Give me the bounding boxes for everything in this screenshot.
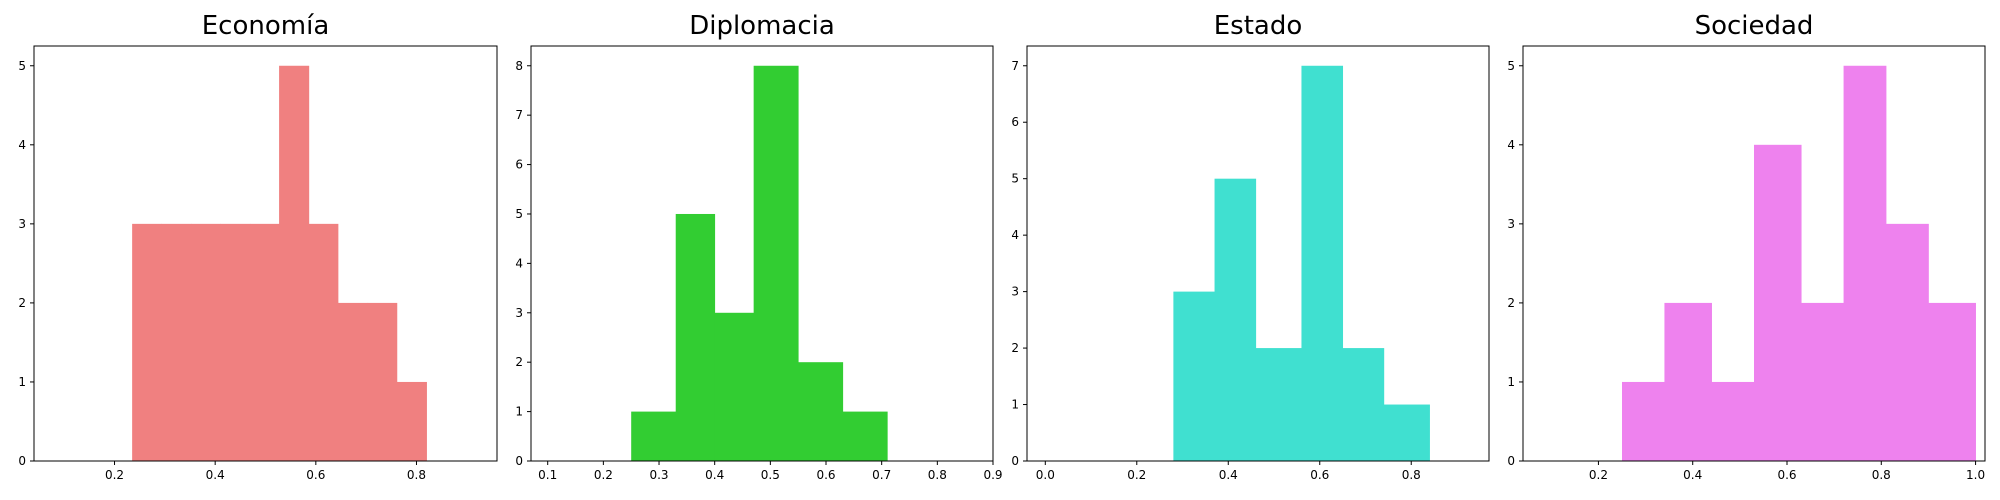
x-tick-label: 0.4 xyxy=(705,468,724,482)
x-tick-label: 0.0 xyxy=(1036,468,1055,482)
y-tick-label: 0 xyxy=(515,454,523,468)
histogram-bar xyxy=(1843,65,1887,461)
histogram-bar xyxy=(396,381,427,461)
histogram-bar xyxy=(161,223,192,461)
x-tick-label: 0.4 xyxy=(1219,468,1238,482)
histogram-bar xyxy=(1886,223,1929,461)
histogram-bar xyxy=(1342,348,1385,461)
histogram-bar xyxy=(1383,404,1430,461)
x-tick-label: 0.8 xyxy=(1402,468,1421,482)
y-tick-label: 6 xyxy=(515,158,523,172)
y-tick-label: 6 xyxy=(1011,115,1019,129)
y-tick-label: 3 xyxy=(1507,217,1515,231)
x-tick-label: 0.2 xyxy=(594,468,613,482)
x-tick-label: 0.9 xyxy=(983,468,1002,482)
x-tick-label: 0.6 xyxy=(1777,468,1796,482)
y-tick-label: 3 xyxy=(18,217,26,231)
y-tick-label: 2 xyxy=(1011,341,1019,355)
y-tick-label: 4 xyxy=(18,138,26,152)
y-tick-label: 3 xyxy=(515,306,523,320)
histogram-bar xyxy=(308,223,339,461)
y-tick-label: 2 xyxy=(1507,296,1515,310)
histogram-bar xyxy=(675,213,716,461)
y-tick-label: 2 xyxy=(515,355,523,369)
histogram-bar xyxy=(191,223,221,461)
histogram-bar xyxy=(1664,302,1712,461)
x-tick-label: 0.2 xyxy=(1127,468,1146,482)
x-tick-label: 1.0 xyxy=(1966,468,1985,482)
y-tick-label: 2 xyxy=(18,296,26,310)
histogram-bar xyxy=(1754,144,1802,462)
x-tick-label: 0.4 xyxy=(1683,468,1702,482)
x-tick-label: 0.2 xyxy=(105,468,124,482)
panel-title: Diplomacia xyxy=(689,11,835,41)
panel-estado: Estado 0.0 0.2 0.4 0.6 0.8 0 1 2 3 4 5 6 7 xyxy=(1011,11,1490,482)
axes-frame xyxy=(530,45,994,462)
x-tick-label: 0.7 xyxy=(872,468,891,482)
y-tick-label: 5 xyxy=(1011,172,1019,186)
x-tick-label: 0.6 xyxy=(816,468,835,482)
x-tick-label: 0.8 xyxy=(407,468,426,482)
panel-title: Sociedad xyxy=(1695,11,1814,41)
x-tick-label: 0.6 xyxy=(306,468,325,482)
y-tick-label: 3 xyxy=(1011,285,1019,299)
y-tick-label: 1 xyxy=(18,375,26,389)
histogram-bar xyxy=(1255,348,1302,461)
x-tick-label: 0.4 xyxy=(206,468,225,482)
y-tick-label: 1 xyxy=(515,405,523,419)
histogram-bar xyxy=(367,302,398,461)
y-tick-label: 4 xyxy=(1507,138,1515,152)
histogram-bar xyxy=(1173,291,1215,461)
y-tick-label: 4 xyxy=(515,256,523,270)
histogram-bar xyxy=(842,411,888,461)
histogram-bar xyxy=(132,223,162,461)
histogram-bar xyxy=(279,65,310,461)
histogram-bar xyxy=(753,65,799,461)
x-tick-label: 0.1 xyxy=(538,468,557,482)
y-tick-label: 1 xyxy=(1011,398,1019,412)
histogram-bar xyxy=(798,362,844,461)
x-tick-label: 0.3 xyxy=(649,468,668,482)
histogram-bar xyxy=(631,411,677,461)
y-tick-label: 8 xyxy=(515,59,523,73)
y-tick-label: 0 xyxy=(18,454,26,468)
panel-diplomacia: Diplomacia 0.1 0.2 0.3 0.4 0.5 0.6 0.7 0.8 0.9 0 1 2… xyxy=(515,11,1002,482)
histogram-bar xyxy=(249,223,280,461)
x-tick-label: 0.5 xyxy=(761,468,780,482)
y-tick-label: 1 xyxy=(1507,375,1515,389)
y-tick-label: 5 xyxy=(18,59,26,73)
y-tick-label: 7 xyxy=(515,108,523,122)
histogram-bar xyxy=(1301,65,1344,461)
y-tick-label: 0 xyxy=(1507,454,1515,468)
y-tick-label: 0 xyxy=(1011,454,1019,468)
axes-frame xyxy=(1522,45,1986,462)
x-tick-label: 0.8 xyxy=(928,468,947,482)
histogram-bar xyxy=(220,223,251,461)
y-tick-label: 5 xyxy=(515,207,523,221)
panel-title: Economía xyxy=(202,11,330,41)
y-tick-label: 7 xyxy=(1011,59,1019,73)
histogram-bar xyxy=(1928,302,1976,461)
axes-frame xyxy=(33,45,498,462)
histogram-bar xyxy=(1214,178,1257,461)
x-tick-label: 0.8 xyxy=(1872,468,1891,482)
histogram-bar xyxy=(337,302,369,461)
histogram-bar xyxy=(1622,381,1665,461)
x-tick-label: 0.2 xyxy=(1589,468,1608,482)
y-tick-label: 5 xyxy=(1507,59,1515,73)
histogram-bar xyxy=(1711,381,1755,461)
panel-title: Estado xyxy=(1214,11,1303,41)
axes-frame xyxy=(1026,45,1490,462)
histogram-bar xyxy=(714,312,755,461)
x-tick-label: 0.6 xyxy=(1310,468,1329,482)
histogram-bar xyxy=(1801,302,1844,461)
panel-economia: Economía 0.2 0.4 0.6 0.8 0 1 2 3 4 5 xyxy=(18,11,498,482)
y-tick-label: 4 xyxy=(1011,228,1019,242)
panel-sociedad: Sociedad 0.2 0.4 0.6 0.8 1.0 0 1 2 3 4 5 xyxy=(1507,11,1986,482)
